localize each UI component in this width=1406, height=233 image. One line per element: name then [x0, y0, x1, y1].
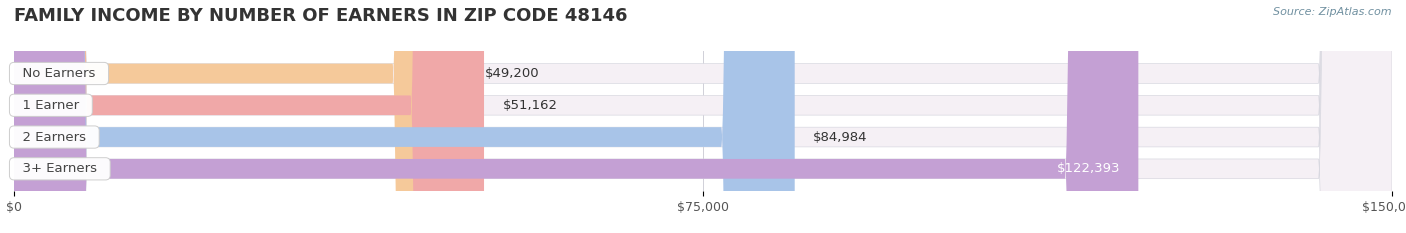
FancyBboxPatch shape [14, 0, 1392, 233]
Text: 2 Earners: 2 Earners [14, 130, 94, 144]
FancyBboxPatch shape [14, 0, 1139, 233]
Text: 1 Earner: 1 Earner [14, 99, 87, 112]
FancyBboxPatch shape [14, 0, 465, 233]
Text: $122,393: $122,393 [1056, 162, 1121, 175]
Text: No Earners: No Earners [14, 67, 104, 80]
FancyBboxPatch shape [14, 0, 484, 233]
Text: $84,984: $84,984 [813, 130, 868, 144]
Text: Source: ZipAtlas.com: Source: ZipAtlas.com [1274, 7, 1392, 17]
FancyBboxPatch shape [14, 0, 1392, 233]
FancyBboxPatch shape [14, 0, 1392, 233]
Text: 3+ Earners: 3+ Earners [14, 162, 105, 175]
Text: FAMILY INCOME BY NUMBER OF EARNERS IN ZIP CODE 48146: FAMILY INCOME BY NUMBER OF EARNERS IN ZI… [14, 7, 627, 25]
Text: $51,162: $51,162 [502, 99, 557, 112]
FancyBboxPatch shape [14, 0, 1392, 233]
Text: $49,200: $49,200 [485, 67, 538, 80]
FancyBboxPatch shape [14, 0, 794, 233]
